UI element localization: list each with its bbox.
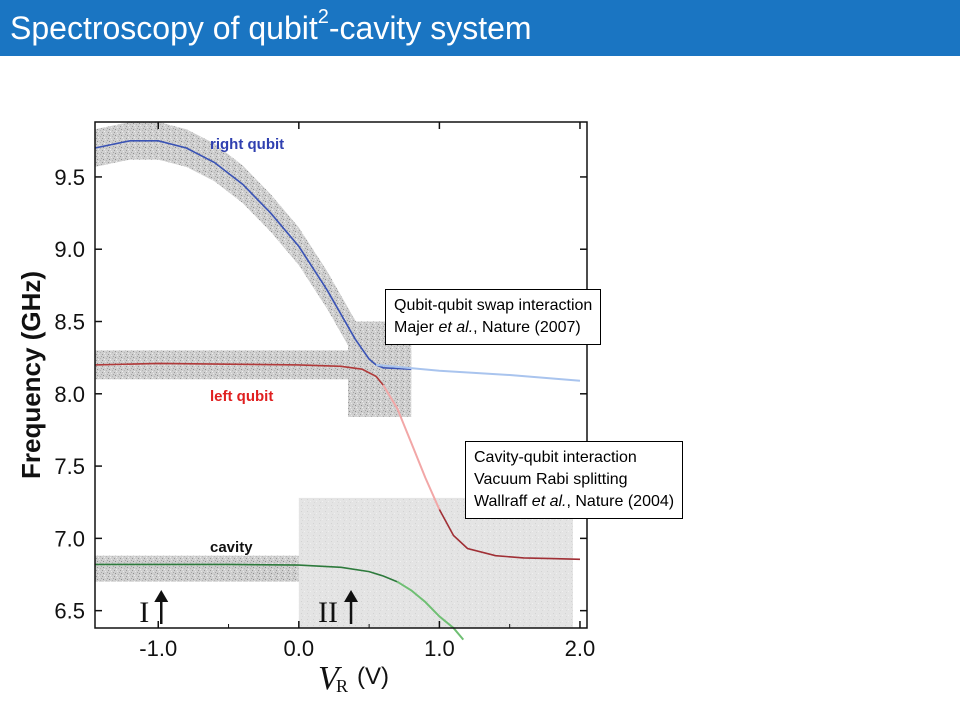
y-tick-label: 9.0 (54, 237, 85, 262)
cavity-annotation-line3: Wallraff et al., Nature (2004) (474, 491, 674, 513)
series-line-1 (376, 363, 581, 382)
swap-author: Majer (394, 319, 439, 336)
cavity-interaction-annotation: Cavity-qubit interaction Vacuum Rabi spl… (465, 441, 684, 519)
y-tick-label: 8.0 (54, 382, 85, 407)
y-tick-label: 9.5 (54, 165, 85, 190)
right-qubit-label: right qubit (210, 136, 284, 153)
series-line-2 (94, 362, 384, 386)
series-labels: right qubit left qubit cavity (210, 136, 284, 556)
axes: 6.5 7.0 7.5 8.0 8.5 9.0 9.5 -1.0 0.0 1.0 2.0 Freque… (16, 121, 596, 697)
title-superscript: 2 (317, 6, 329, 29)
series-layer (94, 140, 581, 641)
y-tick-label: 7.0 (54, 526, 85, 551)
region-marker-arrow-head (344, 590, 359, 602)
cavity-annotation-line2: Vacuum Rabi splitting (474, 471, 628, 488)
x-tick-label: 1.0 (424, 636, 455, 661)
x-tick-label: 2.0 (565, 636, 596, 661)
cavity-annotation-line1: Cavity-qubit interaction (474, 449, 637, 466)
series-line-6 (396, 580, 465, 641)
series-line-0 (94, 140, 412, 370)
y-axis-label: Frequency (GHz) (16, 271, 46, 479)
slide-title: Spectroscopy of qubit2-cavity system (10, 6, 532, 50)
title-end: -cavity system (328, 10, 532, 46)
y-tick-label: 6.5 (54, 599, 85, 624)
cavity-label: cavity (210, 539, 253, 556)
title-bar: Spectroscopy of qubit2-cavity system (0, 0, 960, 56)
plot-frame (94, 121, 588, 629)
swap-citation: , Nature (2007) (473, 319, 581, 336)
region-marker-arrow-head (154, 590, 169, 602)
left-qubit-label: left qubit (210, 388, 273, 405)
region-marker-label: I (139, 596, 149, 629)
swap-annotation-line1: Qubit-qubit swap interaction (394, 297, 593, 314)
cavity-author: Wallraff (474, 493, 532, 510)
swap-annotation-line2: Majer et al., Nature (2007) (394, 317, 592, 339)
cavity-scan-band (95, 555, 299, 582)
region-II-scan-background (298, 497, 573, 628)
swap-etal: et al. (438, 319, 474, 336)
title-main: Spectroscopy of qubit (10, 10, 318, 46)
y-tick-label: 8.5 (54, 310, 85, 335)
cavity-citation: , Nature (2004) (566, 493, 675, 510)
y-tick-label: 7.5 (54, 454, 85, 479)
series-line-4 (438, 509, 581, 561)
series-line-5 (95, 563, 398, 583)
swap-interaction-annotation: Qubit-qubit swap interaction Majer et al… (385, 289, 602, 345)
x-axis-subscript: R (336, 676, 348, 696)
region-markers: I II (139, 590, 359, 629)
series-line-3 (382, 384, 441, 510)
x-tick-label: -1.0 (139, 636, 177, 661)
x-tick-label: 0.0 (284, 636, 315, 661)
x-axis-unit: (V) (357, 663, 389, 690)
region-marker-label: II (318, 596, 338, 629)
right-qubit-scan-band (95, 122, 412, 389)
cavity-etal: et al. (531, 493, 567, 510)
